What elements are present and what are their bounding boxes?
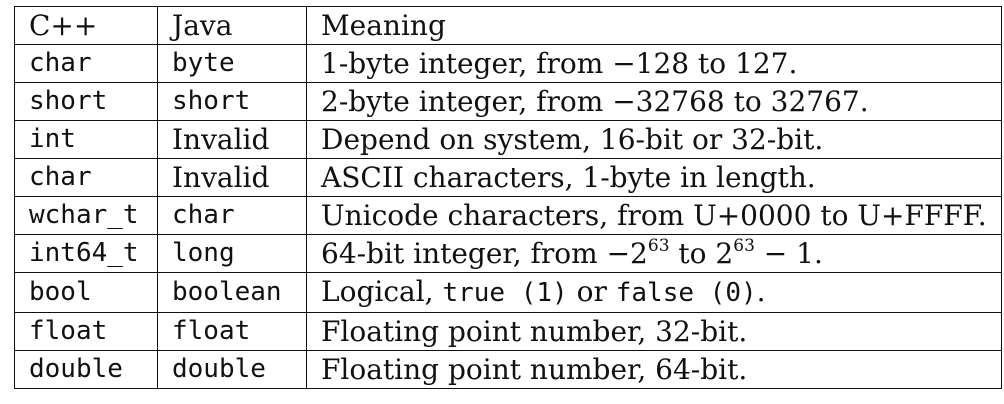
cpp-type-cell: int64_t <box>14 234 158 273</box>
meaning-cell: Floating point number, 64-bit. <box>306 350 1002 389</box>
java-type-cell: float <box>157 312 307 351</box>
meaning-cell: Logical, true (1) or false (0). <box>306 272 1002 313</box>
table-row: double double Floating point number, 64-… <box>14 350 1002 389</box>
meaning-cell: Unicode characters, from U+0000 to U+FFF… <box>306 196 1002 235</box>
table-row: int64_t long 64-bit integer, from −263 t… <box>14 234 1002 273</box>
cpp-type-cell: char <box>14 158 158 197</box>
meaning-cell: Depend on system, 16-bit or 32-bit. <box>306 120 1002 159</box>
table-row: char byte 1-byte integer, from −128 to 1… <box>14 44 1002 83</box>
meaning-text: − 1. <box>754 237 823 270</box>
table-row: int Invalid Depend on system, 16-bit or … <box>14 120 1002 159</box>
table-row: float float Floating point number, 32-bi… <box>14 312 1002 351</box>
java-type-cell: boolean <box>157 272 307 313</box>
type-comparison-table-container: C++ Java Meaning char byte 1-byte intege… <box>14 6 1002 389</box>
java-type-cell: byte <box>157 44 307 83</box>
cpp-type-cell: bool <box>14 272 158 313</box>
type-comparison-table: C++ Java Meaning char byte 1-byte intege… <box>14 6 1002 389</box>
java-type-cell: long <box>157 234 307 273</box>
header-cpp: C++ <box>14 6 158 45</box>
meaning-cell: 1-byte integer, from −128 to 127. <box>306 44 1002 83</box>
java-type-cell: char <box>157 196 307 235</box>
table-row: short short 2-byte integer, from −32768 … <box>14 82 1002 121</box>
java-type-cell: Invalid <box>157 120 307 159</box>
meaning-text: . <box>756 275 766 308</box>
cpp-type-cell: char <box>14 44 158 83</box>
meaning-text: or <box>567 275 616 308</box>
java-type-cell: Invalid <box>157 158 307 197</box>
meaning-cell: ASCII characters, 1-byte in length. <box>306 158 1002 197</box>
meaning-cell: 2-byte integer, from −32768 to 32767. <box>306 82 1002 121</box>
meaning-cell: 64-bit integer, from −263 to 263 − 1. <box>306 234 1002 273</box>
table-row: wchar_t char Unicode characters, from U+… <box>14 196 1002 235</box>
meaning-text: Logical, <box>321 275 443 308</box>
table-row: char Invalid ASCII characters, 1-byte in… <box>14 158 1002 197</box>
cpp-type-cell: wchar_t <box>14 196 158 235</box>
code-literal: false (0) <box>615 278 757 308</box>
cpp-type-cell: int <box>14 120 158 159</box>
cpp-type-cell: short <box>14 82 158 121</box>
java-type-cell: short <box>157 82 307 121</box>
exponent: 63 <box>733 235 755 256</box>
meaning-text: 64-bit integer, from −2 <box>321 237 648 270</box>
header-meaning: Meaning <box>306 6 1002 45</box>
cpp-type-cell: double <box>14 350 158 389</box>
meaning-text: to 2 <box>669 237 734 270</box>
code-literal: true (1) <box>442 278 568 308</box>
java-type-cell: double <box>157 350 307 389</box>
table-header-row: C++ Java Meaning <box>14 6 1002 45</box>
exponent: 63 <box>647 235 670 256</box>
header-java: Java <box>157 6 307 45</box>
table-row: bool boolean Logical, true (1) or false … <box>14 272 1002 313</box>
meaning-cell: Floating point number, 32-bit. <box>306 312 1002 351</box>
cpp-type-cell: float <box>14 312 158 351</box>
